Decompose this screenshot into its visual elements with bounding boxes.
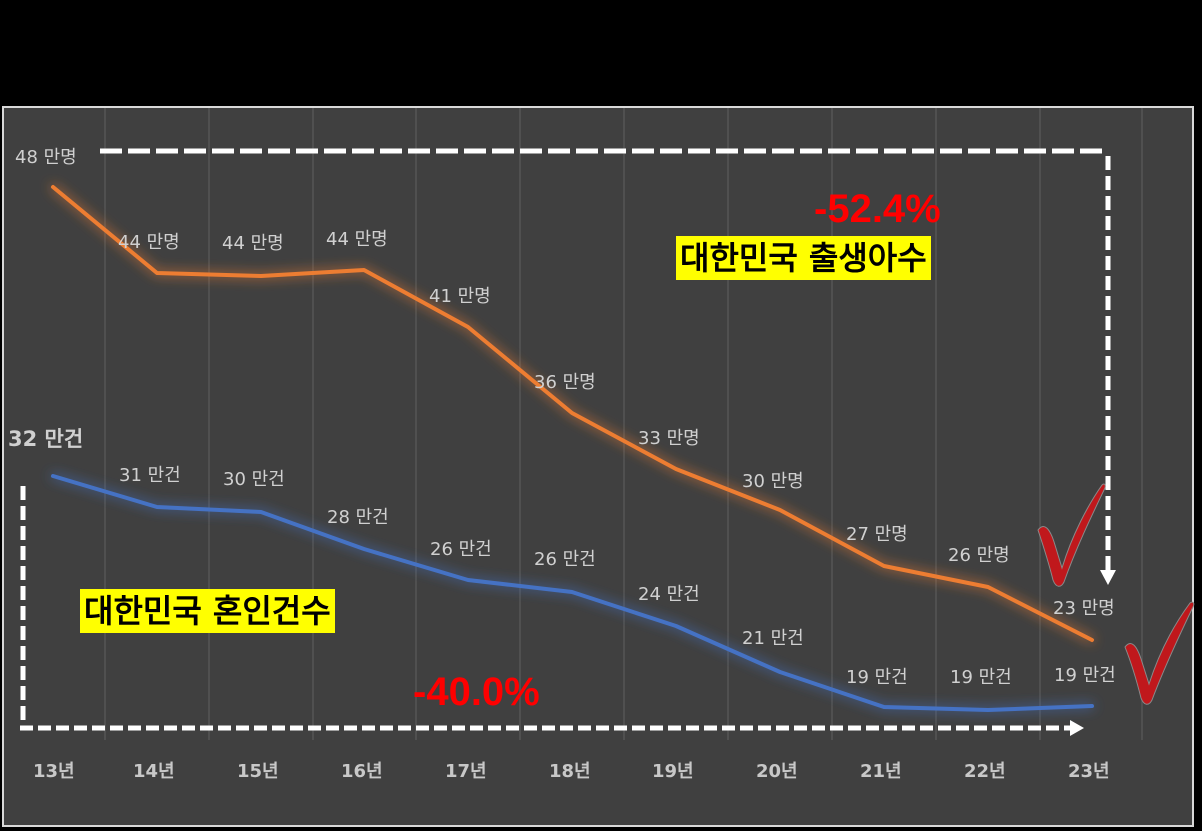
marriage-label-17: 26 만건 — [430, 539, 492, 560]
births-bracket-arrow — [100, 148, 1116, 585]
births-label-22: 26 만명 — [948, 545, 1010, 566]
marriage-label-14: 31 만건 — [119, 465, 181, 486]
marriage-label-22: 19 만건 — [950, 667, 1012, 688]
births-label-20: 30 만명 — [742, 471, 804, 492]
x-tick: 22년 — [964, 761, 1006, 782]
births-data-labels: 48 만명 44 만명 44 만명 44 만명 41 만명 36 만명 33 만… — [15, 147, 1115, 619]
x-tick: 17년 — [445, 761, 487, 782]
x-tick: 13년 — [33, 761, 75, 782]
births-label-19: 33 만명 — [638, 428, 700, 449]
births-label-13: 48 만명 — [15, 147, 77, 168]
x-tick: 14년 — [133, 761, 175, 782]
marriage-label-13: 32 만건 — [8, 427, 83, 451]
marriage-title: 대한민국 혼인건수 — [80, 589, 335, 633]
marriage-label-15: 30 만건 — [223, 469, 285, 490]
x-tick: 23년 — [1068, 761, 1110, 782]
births-title: 대한민국 출생아수 — [676, 236, 931, 280]
x-tick: 19년 — [652, 761, 694, 782]
x-tick: 20년 — [756, 761, 798, 782]
x-tick: 21년 — [860, 761, 902, 782]
marriage-bracket-arrow — [20, 486, 1084, 736]
marriage-change-percent: -40.0% — [413, 670, 540, 714]
births-label-21: 27 만명 — [846, 524, 908, 545]
marriage-label-19: 24 만건 — [638, 584, 700, 605]
x-tick: 18년 — [549, 761, 591, 782]
x-axis: 13년 14년 15년 16년 17년 18년 19년 20년 21년 22년 … — [33, 761, 1110, 782]
chart-panel — [2, 106, 1194, 827]
x-tick: 16년 — [341, 761, 383, 782]
marriage-label-16: 28 만건 — [327, 507, 389, 528]
births-label-14: 44 만명 — [118, 232, 180, 253]
births-label-23: 23 만명 — [1053, 598, 1115, 619]
checkmark-icon — [1124, 601, 1195, 705]
gridlines — [104, 108, 1143, 740]
births-label-15: 44 만명 — [222, 233, 284, 254]
marriage-label-20: 21 만건 — [742, 628, 804, 649]
x-tick: 15년 — [237, 761, 279, 782]
births-change-percent: -52.4% — [814, 187, 941, 231]
births-line — [51, 185, 1094, 642]
marriage-data-labels: 32 만건 31 만건 30 만건 28 만건 26 만건 26 만건 24 만… — [8, 427, 1116, 688]
births-label-17: 41 만명 — [429, 286, 491, 307]
marriage-label-23: 19 만건 — [1054, 665, 1116, 686]
births-label-16: 44 만명 — [326, 229, 388, 250]
marriage-line — [51, 474, 1094, 712]
marriage-label-18: 26 만건 — [534, 549, 596, 570]
births-label-18: 36 만명 — [534, 372, 596, 393]
checkmark-icon — [1037, 483, 1106, 587]
marriage-label-21: 19 만건 — [846, 667, 908, 688]
